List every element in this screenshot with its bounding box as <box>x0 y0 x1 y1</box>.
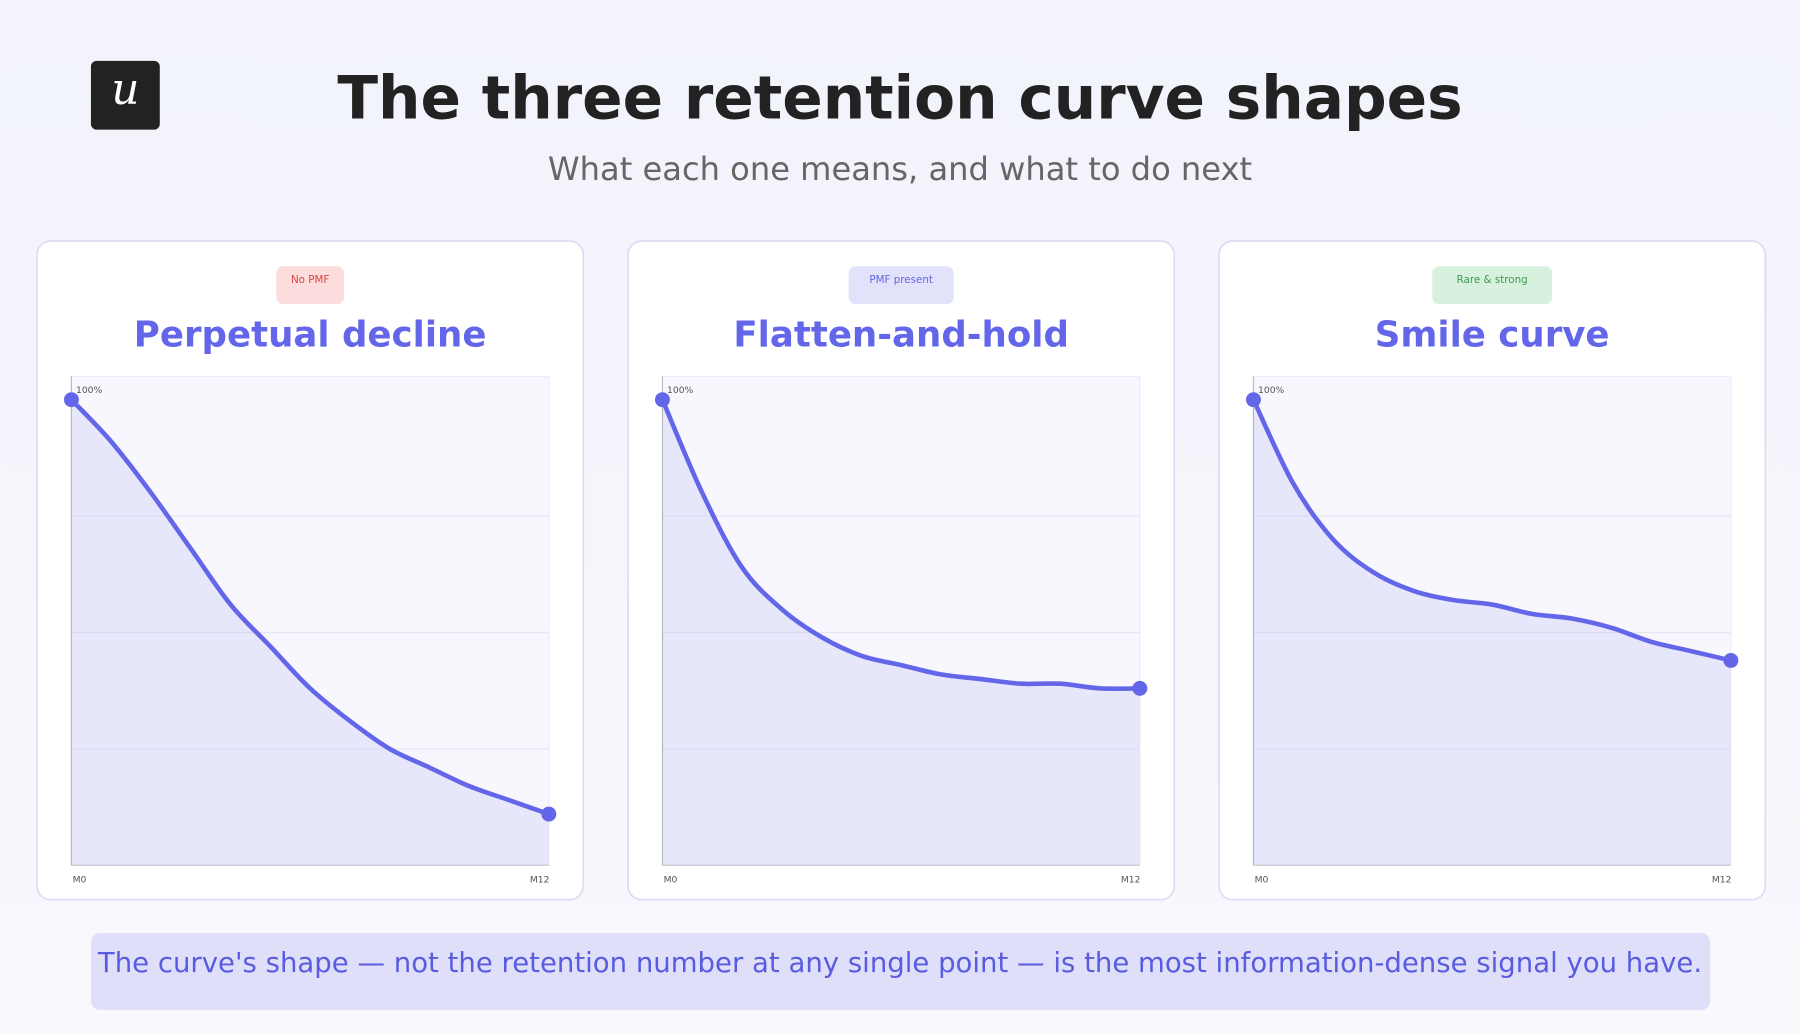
badge <box>276 266 344 305</box>
chart-title: Smile curve <box>1375 314 1610 355</box>
chart-title: Perpetual decline <box>134 314 487 355</box>
badge-label: PMF present <box>869 274 933 286</box>
area <box>71 399 549 866</box>
logo: u <box>111 65 139 115</box>
area <box>1253 399 1731 866</box>
x-tick-label: M12 <box>1712 875 1732 886</box>
title: The three retention curve shapes <box>337 65 1462 134</box>
line <box>1251 397 1734 663</box>
y-tick-label: 100% <box>76 385 103 396</box>
plot-area <box>1252 375 1732 866</box>
subtitle: What each one means, and what to do next <box>548 150 1252 188</box>
footer-box <box>90 933 1711 1010</box>
point <box>63 392 79 408</box>
point <box>1132 680 1148 696</box>
y-tick-label: 100% <box>667 385 694 396</box>
badge-label: No PMF <box>291 274 329 286</box>
line <box>660 397 1143 692</box>
point <box>1723 652 1739 668</box>
y-tick-label: 100% <box>1258 385 1285 396</box>
logo-box <box>90 60 160 130</box>
chart-title: Flatten-and-hold <box>733 314 1069 355</box>
badge <box>848 266 954 305</box>
x-tick-label: M0 <box>73 875 87 886</box>
point <box>654 392 670 408</box>
x-tick-label: M12 <box>530 875 550 886</box>
point <box>1246 392 1261 408</box>
point <box>541 806 557 822</box>
area <box>662 399 1140 866</box>
x-tick-label: M0 <box>1255 875 1269 886</box>
x-tick-label: M12 <box>1121 875 1141 886</box>
badge-label: Rare & strong <box>1457 274 1528 286</box>
footer: The curve's shape — not the retention nu… <box>97 947 1702 979</box>
plot-area <box>661 375 1141 866</box>
line <box>69 397 552 817</box>
badge <box>1432 266 1553 305</box>
x-tick-label: M0 <box>664 875 678 886</box>
